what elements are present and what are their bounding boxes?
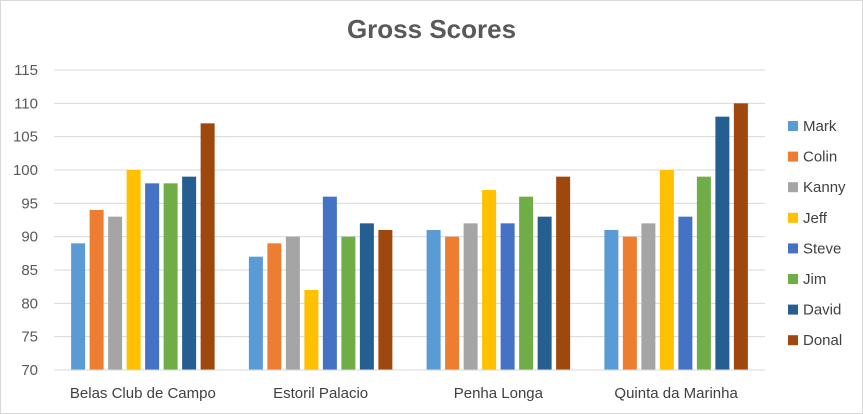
y-tick-label: 75 (21, 329, 38, 346)
bar-jeff (304, 290, 319, 370)
y-tick-label: 95 (21, 195, 38, 212)
bar-david (537, 216, 552, 370)
bar-kanny (108, 216, 123, 370)
gridlines (54, 69, 765, 371)
bar-david (182, 176, 197, 370)
legend-label-donal: Donal (803, 332, 842, 349)
bars (71, 103, 748, 371)
bar-jim (341, 236, 356, 370)
legend-swatch-david (788, 304, 798, 315)
bar-jeff (482, 190, 497, 370)
legend-label-mark: Mark (803, 118, 837, 135)
legend-label-colin: Colin (803, 149, 837, 166)
legend-swatch-mark (788, 121, 798, 131)
bar-kanny (285, 236, 300, 370)
bar-david (359, 223, 374, 370)
bar-jeff (659, 170, 674, 370)
bar-mark (604, 230, 619, 370)
x-category-label: Belas Club de Campo (70, 385, 216, 402)
bar-donal (378, 230, 393, 370)
y-axis-ticks: 70 75 80 85 90 95 100 105 110 115 (13, 62, 38, 379)
bar-jeff (126, 170, 141, 370)
chart-title: Gross Scores (346, 14, 517, 44)
legend-label-kanny: Kanny (803, 179, 846, 196)
x-category-label: Penha Longa (454, 385, 544, 402)
bar-david (715, 116, 730, 371)
bar-donal (733, 103, 748, 370)
legend-label-jeff: Jeff (803, 210, 828, 227)
legend-swatch-donal (788, 335, 798, 346)
legend-swatch-jim (788, 274, 798, 284)
legend-label-jim: Jim (803, 271, 826, 288)
bar-kanny (463, 223, 478, 370)
legend-swatch-kanny (788, 182, 798, 193)
bar-colin (622, 236, 637, 370)
y-tick-label: 115 (14, 62, 38, 79)
bar-steve (145, 183, 160, 370)
y-tick-label: 85 (21, 262, 38, 279)
bar-steve (678, 216, 693, 370)
y-tick-label: 105 (13, 129, 38, 146)
bar-steve (500, 223, 515, 370)
bar-jim (163, 183, 178, 370)
bar-mark (426, 230, 441, 370)
bar-colin (89, 210, 104, 370)
bar-mark (248, 256, 263, 370)
y-tick-label: 100 (13, 162, 38, 179)
x-category-label: Quinta da Marinha (614, 385, 738, 402)
bar-steve (322, 196, 337, 370)
bar-jim (696, 176, 711, 370)
x-axis: Belas Club de Campo Estoril Palacio Penha … (54, 369, 765, 402)
x-category-label: Estoril Palacio (273, 385, 368, 402)
legend-swatch-colin (788, 151, 798, 162)
y-tick-label: 70 (21, 362, 38, 379)
bar-donal (556, 176, 571, 370)
legend-label-david: David (803, 302, 841, 319)
bar-colin (445, 236, 460, 370)
legend-swatch-steve (788, 243, 798, 254)
bar-donal (200, 123, 215, 370)
bar-colin (267, 243, 282, 370)
bar-mark (71, 243, 86, 370)
bar-jim (519, 196, 534, 370)
legend: Mark Colin Kanny Jeff Steve Jim David Donal (788, 118, 846, 349)
y-tick-label: 80 (21, 295, 38, 312)
y-tick-label: 90 (21, 229, 38, 246)
legend-label-steve: Steve (803, 240, 841, 257)
y-tick-label: 110 (14, 95, 38, 112)
bar-kanny (641, 223, 656, 370)
legend-swatch-jeff (788, 212, 798, 223)
